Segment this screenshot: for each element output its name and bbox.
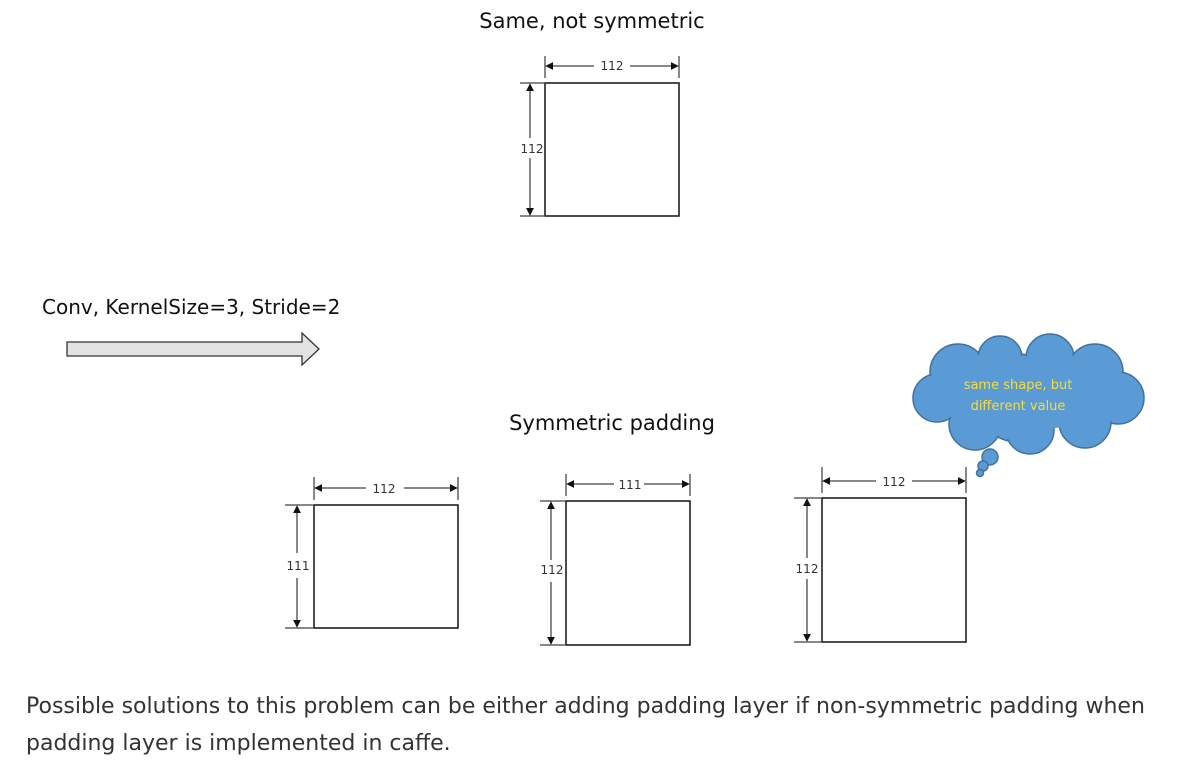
bottom-box-2 bbox=[565, 500, 691, 646]
bottom-feature-map-3: 112 112 bbox=[794, 467, 967, 643]
bottom-title: Symmetric padding bbox=[509, 411, 715, 435]
thought-cloud: same shape, but different value bbox=[912, 333, 1145, 478]
conv-arrow-icon bbox=[66, 331, 320, 367]
cloud-text-line-2: different value bbox=[971, 399, 1066, 414]
bottom-box-1 bbox=[313, 504, 459, 629]
bottom-box-3-width-label: 112 bbox=[883, 475, 906, 489]
top-box bbox=[544, 82, 680, 217]
bottom-box-2-width-label: 111 bbox=[619, 478, 642, 492]
top-box-width-label: 112 bbox=[601, 59, 624, 73]
bottom-box-3 bbox=[821, 497, 967, 643]
bottom-box-1-height-label: 111 bbox=[287, 559, 310, 573]
thought-bubble-small bbox=[975, 468, 985, 478]
caption-paragraph: Possible solutions to this problem can b… bbox=[26, 694, 1145, 756]
top-feature-map: 112 112 bbox=[520, 56, 680, 217]
top-box-height-label: 112 bbox=[521, 142, 544, 156]
bottom-box-2-height-label: 112 bbox=[541, 563, 564, 577]
bottom-box-1-width-label: 112 bbox=[373, 482, 396, 496]
diagram: Same, not symmetric Symmetric padding Co… bbox=[42, 9, 1145, 646]
thought-bubble-large bbox=[981, 448, 999, 466]
conv-label: Conv, KernelSize=3, Stride=2 bbox=[42, 295, 340, 319]
bottom-feature-map-2: 111 112 bbox=[540, 474, 691, 646]
top-title: Same, not symmetric bbox=[479, 9, 704, 33]
bottom-box-3-height-label: 112 bbox=[796, 562, 819, 576]
cloud-text-line-1: same shape, but bbox=[964, 378, 1073, 393]
bottom-feature-map-1: 112 111 bbox=[285, 477, 459, 629]
